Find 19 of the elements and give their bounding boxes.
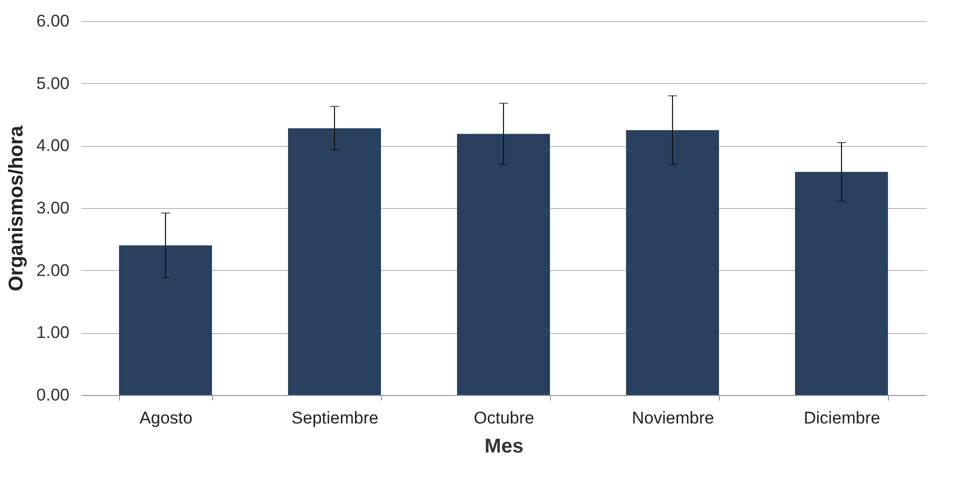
bar bbox=[119, 245, 212, 395]
y-tick-label: 0.00 bbox=[36, 386, 70, 404]
y-tick-label: 1.00 bbox=[36, 323, 70, 342]
x-tick-label: Septiembre bbox=[292, 408, 378, 428]
x-tick-label: Octubre bbox=[474, 408, 534, 428]
bar bbox=[626, 130, 719, 395]
y-tick-label: 2.00 bbox=[36, 260, 70, 280]
y-tick-label: 6.00 bbox=[36, 12, 70, 30]
y-tick-label: 4.00 bbox=[36, 136, 70, 156]
bar bbox=[457, 134, 550, 395]
bar bbox=[795, 172, 888, 395]
x-tick-label: Noviembre bbox=[632, 408, 714, 428]
y-axis-title: Organismos/hora bbox=[5, 124, 28, 292]
x-axis-title: Mes bbox=[484, 436, 524, 458]
y-tick-label: 5.00 bbox=[36, 74, 70, 93]
y-tick-label: 3.00 bbox=[36, 198, 70, 218]
x-tick-label: Agosto bbox=[140, 408, 192, 428]
bar bbox=[288, 128, 381, 395]
x-tick-label: Diciembre bbox=[804, 408, 880, 428]
